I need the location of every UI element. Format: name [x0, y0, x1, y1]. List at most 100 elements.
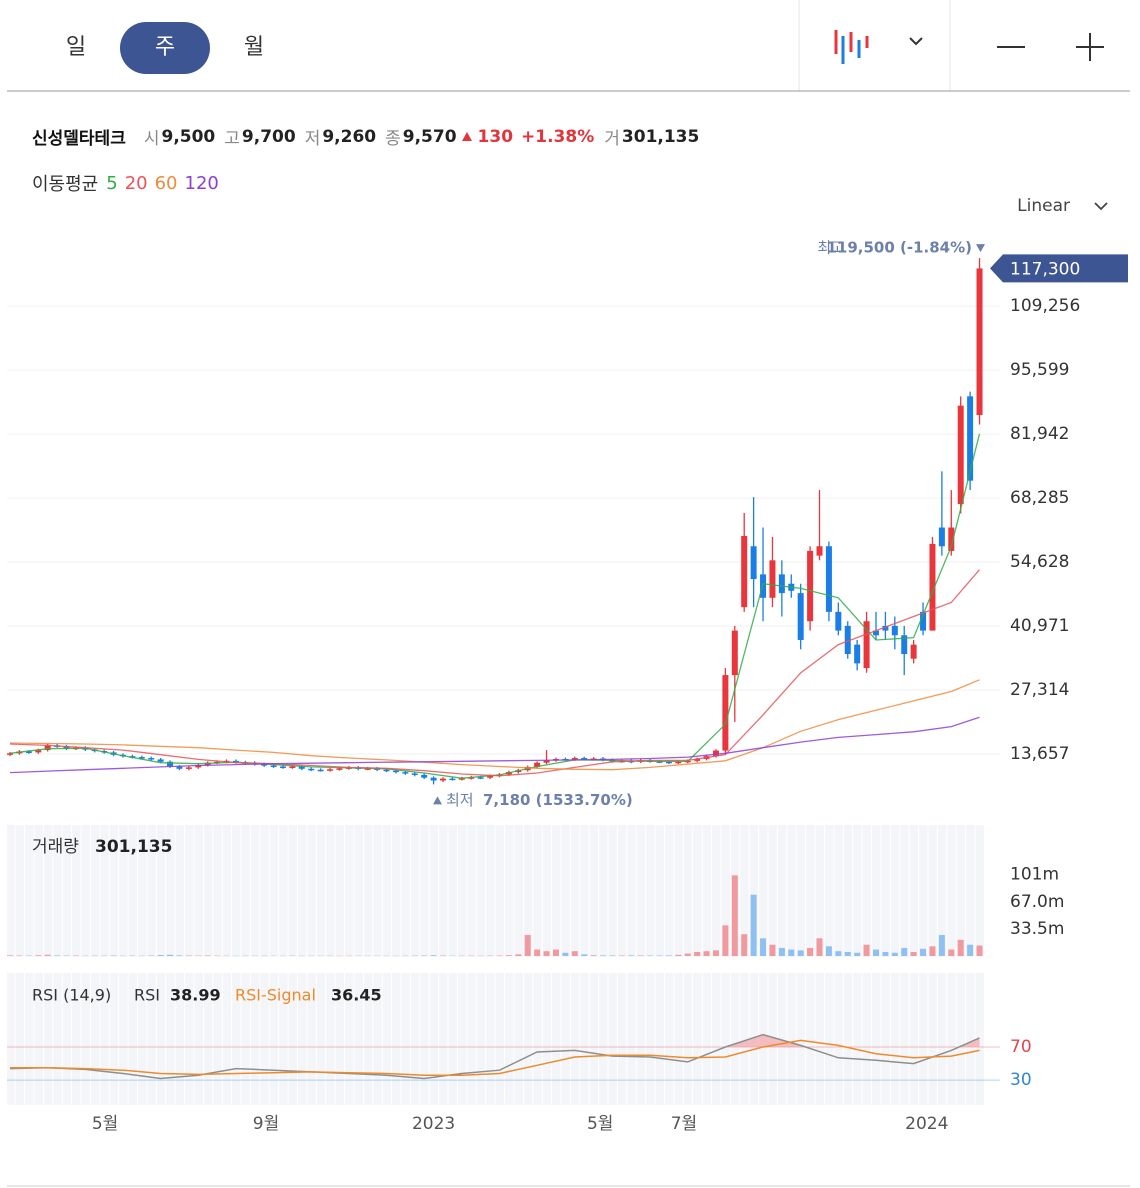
zoom-in-button[interactable] — [1076, 33, 1104, 61]
ma-legend-item: 120 — [184, 172, 219, 194]
scale-chevron[interactable] — [1094, 202, 1108, 211]
candle-body — [289, 766, 296, 768]
volume-bar — [807, 947, 814, 956]
candle-body — [882, 625, 889, 631]
moving-average-line — [9, 433, 981, 779]
volume-panel — [7, 825, 985, 957]
volume-bar — [712, 950, 719, 956]
candle-body — [797, 593, 804, 640]
stock-name: 신성델타테크 — [32, 129, 126, 149]
low: 9,260 — [322, 126, 377, 147]
volume: 301,135 — [621, 126, 700, 147]
volume-bar — [35, 955, 42, 956]
candle-body — [63, 746, 70, 749]
dropdown-chevron[interactable] — [909, 37, 923, 46]
volume-bar — [731, 875, 738, 956]
change: 130 — [477, 126, 514, 147]
candle-body — [920, 611, 927, 631]
candle-body — [138, 757, 145, 759]
volume-bar — [797, 950, 804, 956]
volume-bar — [778, 947, 785, 956]
chart-type-icon[interactable] — [834, 30, 869, 64]
volume-bar — [816, 938, 823, 956]
quote-header: 신성델타테크 시 9,500 고 9,700 저 9,260 종 9,570 130 +… — [32, 124, 708, 150]
open: 9,500 — [161, 126, 216, 147]
up-icon — [461, 132, 472, 141]
min-marker-label: 최저 — [446, 791, 474, 809]
candle-body — [844, 625, 851, 655]
candle-body — [957, 405, 964, 505]
x-tick-label: 5월 — [587, 1114, 613, 1134]
candle-body — [157, 759, 164, 762]
volume-bar — [571, 951, 578, 956]
candle-body — [195, 765, 202, 768]
volume-bar — [581, 954, 588, 956]
ma-legend-title: 이동평균 — [32, 174, 99, 195]
candle-body — [411, 773, 418, 775]
candle-body — [364, 768, 371, 770]
ma-legend: 이동평균 5 20 60 120 — [32, 170, 226, 196]
volume-bar — [741, 934, 748, 956]
candle-body — [440, 778, 446, 781]
period-tab[interactable]: 월 — [244, 35, 264, 60]
candle-body — [675, 761, 682, 764]
candle-body — [891, 625, 898, 636]
y-tick-label: 68,285 — [1010, 488, 1069, 508]
candle-body — [458, 778, 465, 780]
candle-body — [938, 527, 945, 547]
candle-body — [731, 630, 738, 676]
candle-body — [807, 550, 814, 622]
candle-body — [261, 764, 268, 766]
candle-body — [967, 396, 974, 481]
volume-bar — [882, 951, 889, 956]
ma-legend-item: 5 — [106, 172, 118, 194]
candle-body — [7, 753, 14, 755]
volume-bar — [722, 925, 729, 956]
period-tab[interactable]: 주 — [155, 35, 175, 60]
scale-mode[interactable]: Linear — [1017, 196, 1070, 216]
candle-body — [317, 769, 324, 772]
rsi-name: RSI — [134, 986, 160, 1005]
candle-body — [392, 770, 399, 773]
volume-bar — [637, 955, 644, 956]
close: 9,570 — [402, 126, 457, 147]
candle-body — [750, 546, 757, 580]
candle-body — [534, 762, 541, 767]
candle-body — [336, 768, 343, 770]
y-tick-label: 40,971 — [1010, 616, 1069, 636]
rsi-tick-label: 30 — [1010, 1070, 1032, 1090]
rsi-overbought-fill — [725, 1034, 980, 1047]
volume-bar — [891, 952, 898, 956]
signal-current: 36.45 — [331, 986, 382, 1005]
rsi-tick-label: 70 — [1010, 1037, 1032, 1057]
volume-bar — [967, 944, 974, 956]
max-marker-icon — [976, 244, 985, 253]
candle-body — [901, 635, 908, 655]
volume-bar — [844, 951, 851, 956]
candle-body — [449, 778, 456, 781]
x-tick-label: 7월 — [671, 1114, 697, 1134]
volume-bar — [562, 952, 569, 956]
rsi-panel — [7, 973, 985, 1105]
volume-tick-label: 67.0m — [1010, 892, 1064, 912]
volume-bar — [825, 946, 832, 956]
candle-body — [421, 774, 428, 778]
volume-bar — [863, 944, 870, 956]
candle-body — [571, 758, 578, 760]
moving-average-line — [9, 679, 980, 771]
last-price-label: 117,300 — [1010, 259, 1080, 279]
last-price-tag — [990, 254, 1128, 283]
period-tab[interactable]: 일 — [66, 35, 86, 60]
volume-bar — [609, 955, 616, 956]
candle-body — [656, 761, 663, 763]
rsi-current: 38.99 — [170, 986, 221, 1005]
volume-bar — [628, 955, 635, 956]
high: 9,700 — [241, 126, 296, 147]
candle-body — [910, 644, 917, 659]
y-tick-label: 27,314 — [1010, 680, 1069, 700]
candle-body — [543, 760, 550, 763]
x-tick-label: 2023 — [412, 1114, 455, 1134]
volume-bar — [665, 955, 672, 956]
candle-body — [665, 761, 672, 764]
candle-body — [976, 268, 983, 416]
